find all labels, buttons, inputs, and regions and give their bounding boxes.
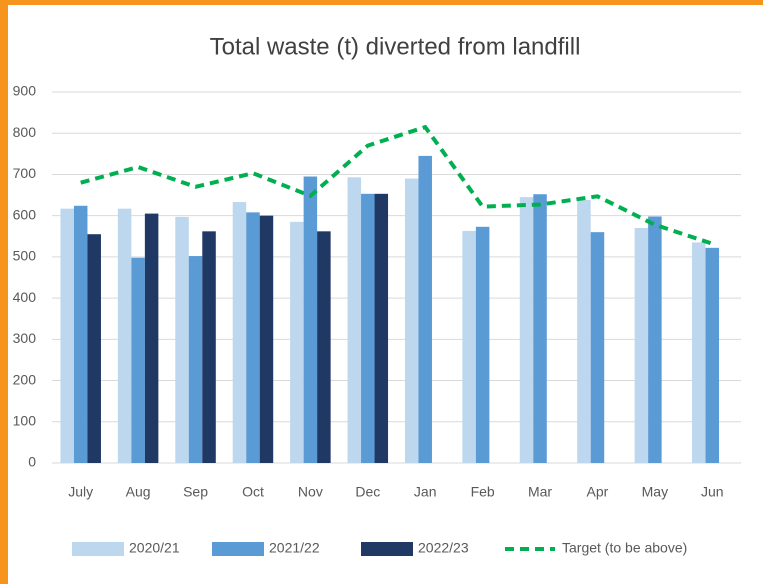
x-tick-label: Jun [701,484,724,500]
bar [462,230,476,463]
bar [577,200,591,463]
bar [692,242,706,463]
bar [303,176,318,463]
legend-label: 2022/23 [418,540,469,556]
x-tick-label: Dec [355,484,380,500]
y-tick-label: 500 [13,248,37,264]
x-tick-label: Mar [528,484,552,500]
bar [60,208,74,463]
bar [361,193,375,463]
y-tick-label: 600 [13,206,37,222]
x-tick-label: Feb [471,484,495,500]
target-line [80,124,713,246]
x-tick-label: Apr [587,484,609,500]
y-tick-label: 200 [13,371,37,387]
y-tick-label: 400 [13,289,37,305]
bar [705,247,720,463]
x-tick-label: Jan [414,484,437,500]
legend-swatch [72,542,124,556]
bar [188,256,203,463]
legend-swatch [212,542,264,556]
legend-label: Target (to be above) [562,540,687,556]
bar [347,177,362,463]
x-tick-label: Aug [126,484,151,500]
bar [475,226,490,463]
x-tick-label: Oct [242,484,264,500]
bar [87,234,101,463]
x-tick-label: Nov [298,484,323,500]
y-tick-label: 300 [13,330,37,346]
bar [232,202,247,463]
bar [519,197,534,463]
x-tick-label: May [642,484,668,500]
bar [175,216,189,463]
legend-label: 2020/21 [129,540,180,556]
bar [418,155,432,463]
bar [131,257,145,463]
x-tick-label: Sep [183,484,208,500]
y-tick-label: 900 [13,83,37,99]
bar [648,216,662,463]
legend-swatch [361,542,413,556]
bar [117,208,132,463]
bar [590,232,605,463]
bar [290,221,304,463]
bar [634,228,649,463]
bar [374,193,389,463]
y-tick-label: 0 [28,454,36,470]
bar [202,231,216,463]
chart-title: Total waste (t) diverted from landfill [210,33,581,60]
bar [533,194,547,463]
y-tick-label: 800 [13,124,37,140]
y-tick-label: 700 [13,165,37,181]
x-tick-label: July [68,484,93,500]
bar [317,231,331,463]
bar [246,212,260,463]
bar [73,205,88,464]
chart-area: Total waste (t) diverted from landfill 0… [8,5,763,584]
bar [259,215,274,463]
bar [404,178,419,464]
y-tick-label: 100 [13,412,37,428]
legend-label: 2021/22 [269,540,320,556]
bar [144,213,159,463]
